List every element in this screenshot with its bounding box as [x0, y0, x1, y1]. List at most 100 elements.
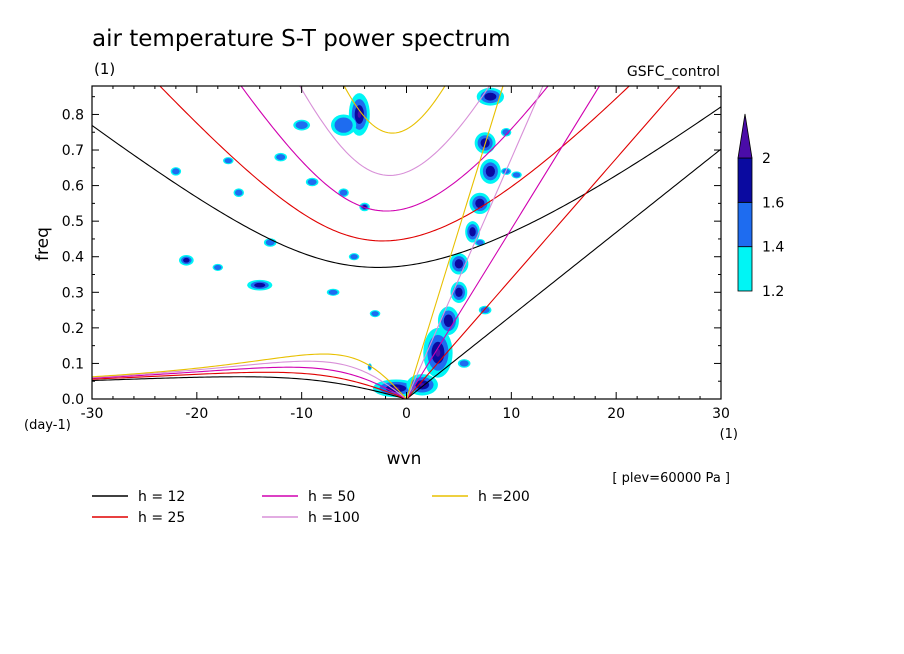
contour-level-2 [476, 239, 484, 246]
contour-level-2 [339, 189, 348, 196]
spectral-peak [293, 119, 311, 131]
legend: h = 12 h = 25 h = 50 h =100 h =200 [92, 489, 530, 526]
spectral-peak [223, 157, 234, 165]
contour-level-3 [454, 259, 464, 269]
spectral-peak [331, 114, 357, 136]
contour-level-3 [183, 257, 190, 263]
x-tick-label: -20 [185, 406, 208, 422]
legend-label: h = 25 [138, 510, 185, 526]
rossby-curve [92, 353, 407, 399]
spectral-peak [274, 152, 287, 162]
x-axis-unit: (1) [720, 427, 738, 442]
y-tick-label: 0.1 [62, 356, 84, 372]
contour-level-2 [234, 189, 243, 196]
spectral-peak [511, 171, 522, 179]
plot-frame [91, 85, 722, 400]
spectral-peak [170, 167, 182, 176]
colorbar: 1.2 1.4 1.6 2 [737, 113, 784, 300]
colorbar-arrow [737, 113, 753, 159]
y-tick-label: 0.0 [62, 392, 84, 408]
colorbar-label: 1.4 [762, 240, 784, 256]
contour-level-2 [328, 289, 338, 295]
contour-level-2 [459, 360, 469, 367]
inertia-gravity-curve [159, 86, 631, 242]
contour-level-2 [265, 239, 275, 246]
x-tick-label: 0 [402, 406, 411, 422]
kelvin-curve [405, 86, 504, 399]
rossby-curve [92, 366, 407, 399]
inertia-gravity-curve [92, 106, 721, 268]
y-axis-label: freq [33, 227, 53, 261]
colorbar-segment [737, 201, 753, 248]
y-tick-label: 0.5 [62, 214, 84, 230]
kelvin-curve [406, 86, 601, 399]
contour-level-2 [295, 121, 308, 129]
chart-title: air temperature S-T power spectrum [92, 26, 511, 52]
colorbar-segment [737, 246, 753, 292]
contour-level-2 [224, 158, 233, 164]
contour-level-2 [172, 168, 180, 175]
contour-level-3 [484, 92, 497, 101]
spectral-peak [179, 254, 194, 266]
spectral-peak [479, 158, 501, 184]
legend-label: h = 50 [308, 489, 355, 505]
legend-label: h =100 [308, 510, 360, 526]
inertia-gravity-curve [343, 86, 446, 134]
spectral-peak [457, 359, 471, 368]
contour-level-2 [350, 254, 358, 260]
contour-level-3 [254, 282, 266, 288]
spectral-peak [476, 87, 504, 106]
y-tick-label: 0.4 [62, 250, 84, 266]
colorbar-label: 2 [762, 151, 771, 167]
contour-level-3 [455, 287, 463, 297]
kelvin-curve [405, 86, 544, 399]
x-tick-label: -30 [81, 406, 104, 422]
contour-level-2 [502, 129, 510, 136]
contour-level-4 [357, 111, 362, 118]
spectral-peak [326, 288, 340, 296]
legend-label: h = 12 [138, 489, 185, 505]
spectral-peak [369, 310, 381, 318]
contour-level-3 [485, 165, 495, 177]
x-tick-label: 20 [607, 406, 625, 422]
inertia-gravity-curve [299, 86, 491, 176]
legend-label: h =200 [478, 489, 530, 505]
colorbar-segment [737, 157, 753, 203]
rossby-curve [92, 376, 407, 399]
spectral-peak [500, 127, 512, 137]
colorbar-label: 1.6 [762, 195, 784, 211]
y-axis-unit: (day-1) [24, 418, 71, 433]
y-axis: 0.0 0.1 0.2 0.3 0.4 0.5 0.6 0.7 0.8 [62, 96, 721, 408]
spectral-peak [212, 263, 224, 271]
y-tick-label: 0.7 [62, 143, 84, 159]
rossby-curve [92, 360, 407, 399]
y-tick-label: 0.6 [62, 179, 84, 195]
x-tick-label: 10 [502, 406, 520, 422]
contour-level-2 [214, 264, 222, 270]
spectral-peak [233, 188, 245, 197]
spectral-peak [469, 192, 491, 215]
spectral-peak [305, 177, 319, 187]
x-tick-label: -10 [290, 406, 313, 422]
contour-level-2 [371, 311, 379, 317]
level-note: [ plev=60000 Pa ] [612, 471, 730, 486]
spectral-peak [450, 281, 468, 303]
y-tick-label: 0.8 [62, 107, 84, 123]
kelvin-curve [406, 86, 681, 399]
colorbar-label: 1.2 [762, 284, 784, 300]
x-axis-label: wvn [387, 449, 422, 469]
inertia-gravity-curve [240, 86, 549, 212]
x-tick-label: 30 [712, 406, 730, 422]
chart-subtitle-left: (1) [94, 60, 115, 78]
contour-level-2 [512, 172, 521, 178]
x-axis: -30 -20 -10 0 10 20 30 [81, 86, 730, 422]
chart-subtitle-right: GSFC_control [627, 64, 720, 80]
contour-level-2 [276, 154, 286, 161]
contour-level-3 [475, 198, 485, 209]
spectral-peak [423, 327, 453, 378]
y-tick-label: 0.2 [62, 321, 84, 337]
rossby-curve [92, 371, 407, 399]
contour-level-3 [469, 227, 476, 237]
y-tick-label: 0.3 [62, 285, 84, 301]
spectral-peak [247, 279, 273, 291]
